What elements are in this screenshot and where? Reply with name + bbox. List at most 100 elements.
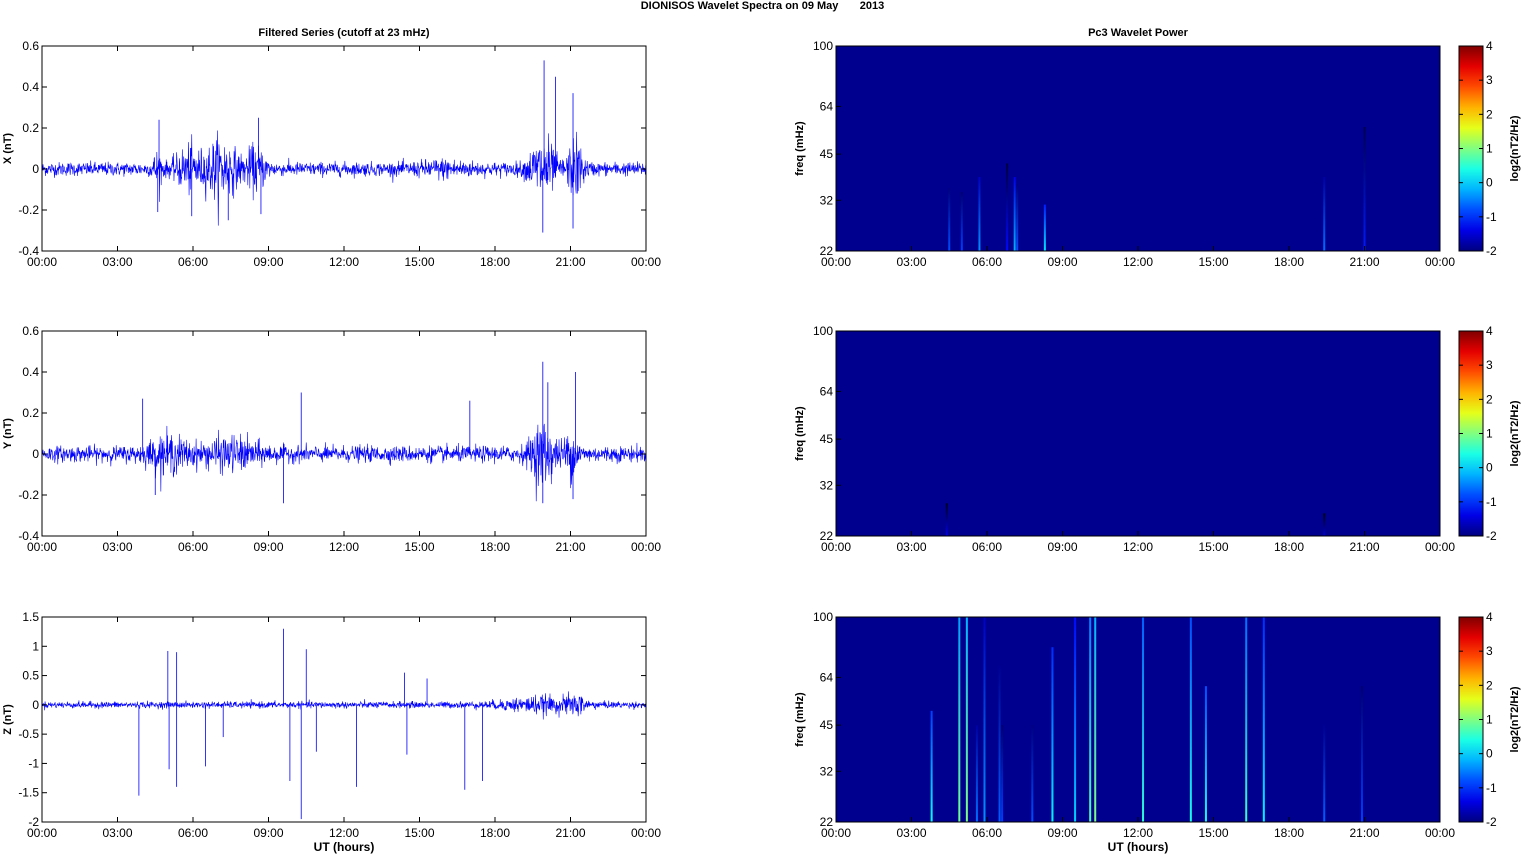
- power-streak: [948, 188, 951, 251]
- x-tick-label: 00:00: [631, 255, 661, 269]
- y-tick-label: 64: [820, 670, 834, 684]
- x-tick-label: 09:00: [253, 540, 283, 554]
- power-streak: [1089, 617, 1092, 822]
- x-tick-label: 12:00: [1123, 826, 1153, 840]
- colorbar-tick-label: 0: [1486, 747, 1493, 761]
- x-tick-label: 12:00: [329, 826, 359, 840]
- x-tick-label: 18:00: [480, 826, 510, 840]
- power-streak: [1360, 686, 1363, 822]
- x-tick-label: 03:00: [896, 540, 926, 554]
- x-tick-label: 12:00: [329, 255, 359, 269]
- y-tick-label: 0.6: [22, 324, 39, 338]
- y-tick-label: 0: [32, 447, 39, 461]
- y-axis-label: Z (nT): [2, 704, 14, 735]
- x-tick-label: 09:00: [1047, 540, 1077, 554]
- power-streak: [1262, 617, 1265, 822]
- power-streak: [983, 617, 986, 822]
- colorbar-tick-label: -2: [1486, 244, 1497, 258]
- colorbar-tick-label: 3: [1486, 644, 1493, 658]
- power-streak: [978, 177, 981, 251]
- x-tick-label: 09:00: [1047, 826, 1077, 840]
- x-tick-label: 12:00: [329, 540, 359, 554]
- y-tick-label: 22: [820, 529, 834, 543]
- x-tick-label: 15:00: [1198, 540, 1228, 554]
- y-tick-label: 45: [820, 718, 834, 732]
- power-streak: [1094, 617, 1097, 822]
- y-tick-label: -0.2: [18, 488, 39, 502]
- y-tick-label: 0.2: [22, 406, 39, 420]
- x-tick-label: 00:00: [1425, 255, 1455, 269]
- colorbar-tick-label: -2: [1486, 815, 1497, 829]
- colorbar-tick-label: 2: [1486, 392, 1493, 406]
- x-tick-label: 00:00: [821, 540, 851, 554]
- y-tick-label: 0: [32, 162, 39, 176]
- y-tick-label: -0.4: [18, 244, 39, 258]
- power-streak: [1001, 725, 1004, 822]
- power-streak: [1142, 617, 1145, 822]
- colorbar-tick-label: 0: [1486, 461, 1493, 475]
- power-streak: [1189, 617, 1192, 822]
- power-streak: [1006, 163, 1009, 251]
- colorbar-tick-label: 3: [1486, 73, 1493, 87]
- x-tick-label: 03:00: [102, 255, 132, 269]
- power-streak: [1074, 617, 1077, 822]
- y-tick-label: 32: [820, 193, 834, 207]
- x-tick-label: 09:00: [253, 255, 283, 269]
- x-tick-label: 18:00: [480, 540, 510, 554]
- x-tick-label: 21:00: [555, 255, 585, 269]
- x-tick-label: 21:00: [555, 540, 585, 554]
- y-tick-label: 0.6: [22, 39, 39, 53]
- y-tick-label: -1.5: [18, 786, 39, 800]
- x-tick-label: 21:00: [1349, 540, 1379, 554]
- power-streak: [975, 725, 978, 822]
- colorbar-tick-label: -1: [1486, 781, 1497, 795]
- y-axis-label: X (nT): [2, 133, 14, 164]
- series-panel-0: 0.6 0.4 0.2 0 -0.2 -0.4 00:00 03:00 06:00 09:00 12…: [2, 39, 661, 269]
- x-tick-label: 21:00: [555, 826, 585, 840]
- power-streak: [1031, 725, 1034, 822]
- x-tick-label: 09:00: [1047, 255, 1077, 269]
- power-streak: [1323, 177, 1326, 251]
- power-streak: [1043, 204, 1046, 251]
- colorbar-tick-label: 4: [1486, 610, 1493, 624]
- colorbar-tick-label: -1: [1486, 495, 1497, 509]
- x-axis-label: UT (hours): [1108, 840, 1169, 854]
- x-tick-label: 00:00: [27, 826, 57, 840]
- y-tick-label: -0.5: [18, 727, 39, 741]
- y-axis-label: Y (nT): [2, 418, 14, 449]
- y-tick-label: 0.4: [22, 365, 39, 379]
- y-tick-label: 1.5: [22, 610, 39, 624]
- x-tick-label: 06:00: [178, 255, 208, 269]
- right-title: Pc3 Wavelet Power: [1088, 27, 1189, 39]
- colorbar-tick-label: 1: [1486, 142, 1493, 156]
- y-tick-label: 100: [813, 610, 833, 624]
- power-streak: [960, 192, 963, 251]
- x-tick-label: 15:00: [404, 826, 434, 840]
- y-tick-label: 0.4: [22, 80, 39, 94]
- y-tick-label: 64: [820, 99, 834, 113]
- y-tick-label: 100: [813, 39, 833, 53]
- x-tick-label: 00:00: [1425, 826, 1455, 840]
- x-tick-label: 21:00: [1349, 826, 1379, 840]
- trace-y: [41, 423, 647, 502]
- colorbar-tick-label: 1: [1486, 713, 1493, 727]
- trace-x: [41, 130, 647, 226]
- y-tick-label: -2: [28, 815, 39, 829]
- y-tick-label: 0.2: [22, 121, 39, 135]
- y-tick-label: -0.2: [18, 203, 39, 217]
- y-tick-label: 45: [820, 432, 834, 446]
- x-tick-label: 00:00: [631, 826, 661, 840]
- x-tick-label: 18:00: [1274, 255, 1304, 269]
- power-streak: [1204, 686, 1207, 822]
- y-tick-label: 22: [820, 815, 834, 829]
- page-title: DIONISOS Wavelet Spectra on 09 May 2013: [640, 0, 885, 12]
- power-streak: [1051, 647, 1054, 822]
- power-streak: [945, 503, 948, 536]
- x-tick-label: 09:00: [253, 826, 283, 840]
- colorbar-tick-label: -1: [1486, 210, 1497, 224]
- x-tick-label: 06:00: [972, 540, 1002, 554]
- axes-box: [41, 616, 647, 823]
